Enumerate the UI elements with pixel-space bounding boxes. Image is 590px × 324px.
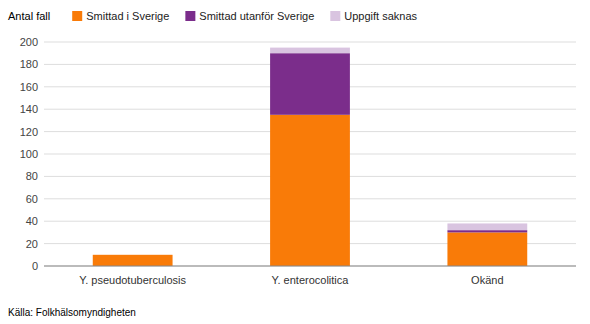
- grid-line: [44, 266, 576, 267]
- bar-segment: [447, 223, 527, 230]
- bar-segment: [270, 53, 350, 115]
- y-tick-label: 120: [20, 126, 38, 138]
- legend-label: Uppgift saknas: [344, 10, 417, 22]
- legend-swatch: [72, 11, 82, 21]
- bars: [93, 48, 527, 266]
- y-tick-label: 180: [20, 58, 38, 70]
- x-axis-line: [44, 266, 576, 267]
- y-axis-label: Antal fall: [8, 10, 50, 22]
- bar-segment: [93, 255, 173, 266]
- y-tick-label: 60: [26, 193, 38, 205]
- bar-segment: [447, 230, 527, 232]
- y-tick-label: 100: [20, 148, 38, 160]
- legend: Smittad i Sverige Smittad utanför Sverige…: [72, 10, 417, 22]
- source-note: Källa: Folkhälsomyndigheten: [8, 307, 136, 318]
- x-tick-label: Okänd: [471, 274, 503, 286]
- grid: [44, 42, 576, 266]
- legend-swatch: [185, 11, 195, 21]
- legend-label: Smittad utanför Sverige: [199, 10, 314, 22]
- y-tick-label: 80: [26, 170, 38, 182]
- y-tick-label: 200: [20, 36, 38, 48]
- y-tick-label: 40: [26, 215, 38, 227]
- grid-line: [44, 42, 576, 43]
- y-tick-label: 140: [20, 103, 38, 115]
- chart: 0 20 40 60 80 100 120 140 160 180 200 Y. pseudotube…: [0, 0, 590, 324]
- y-tick-label: 160: [20, 81, 38, 93]
- bar-segment: [447, 232, 527, 266]
- legend-label: Smittad i Sverige: [86, 10, 169, 22]
- bar-segment: [270, 115, 350, 266]
- x-tick-label: Y. pseudotuberculosis: [79, 274, 186, 286]
- bar-segment: [270, 48, 350, 54]
- x-tick-label: Y. enterocolitica: [272, 274, 350, 286]
- bar-segment: [93, 254, 173, 255]
- y-tick-label: 20: [26, 238, 38, 250]
- legend-swatch: [330, 11, 340, 21]
- y-tick-label: 0: [32, 260, 38, 272]
- bar-segment: [93, 254, 173, 255]
